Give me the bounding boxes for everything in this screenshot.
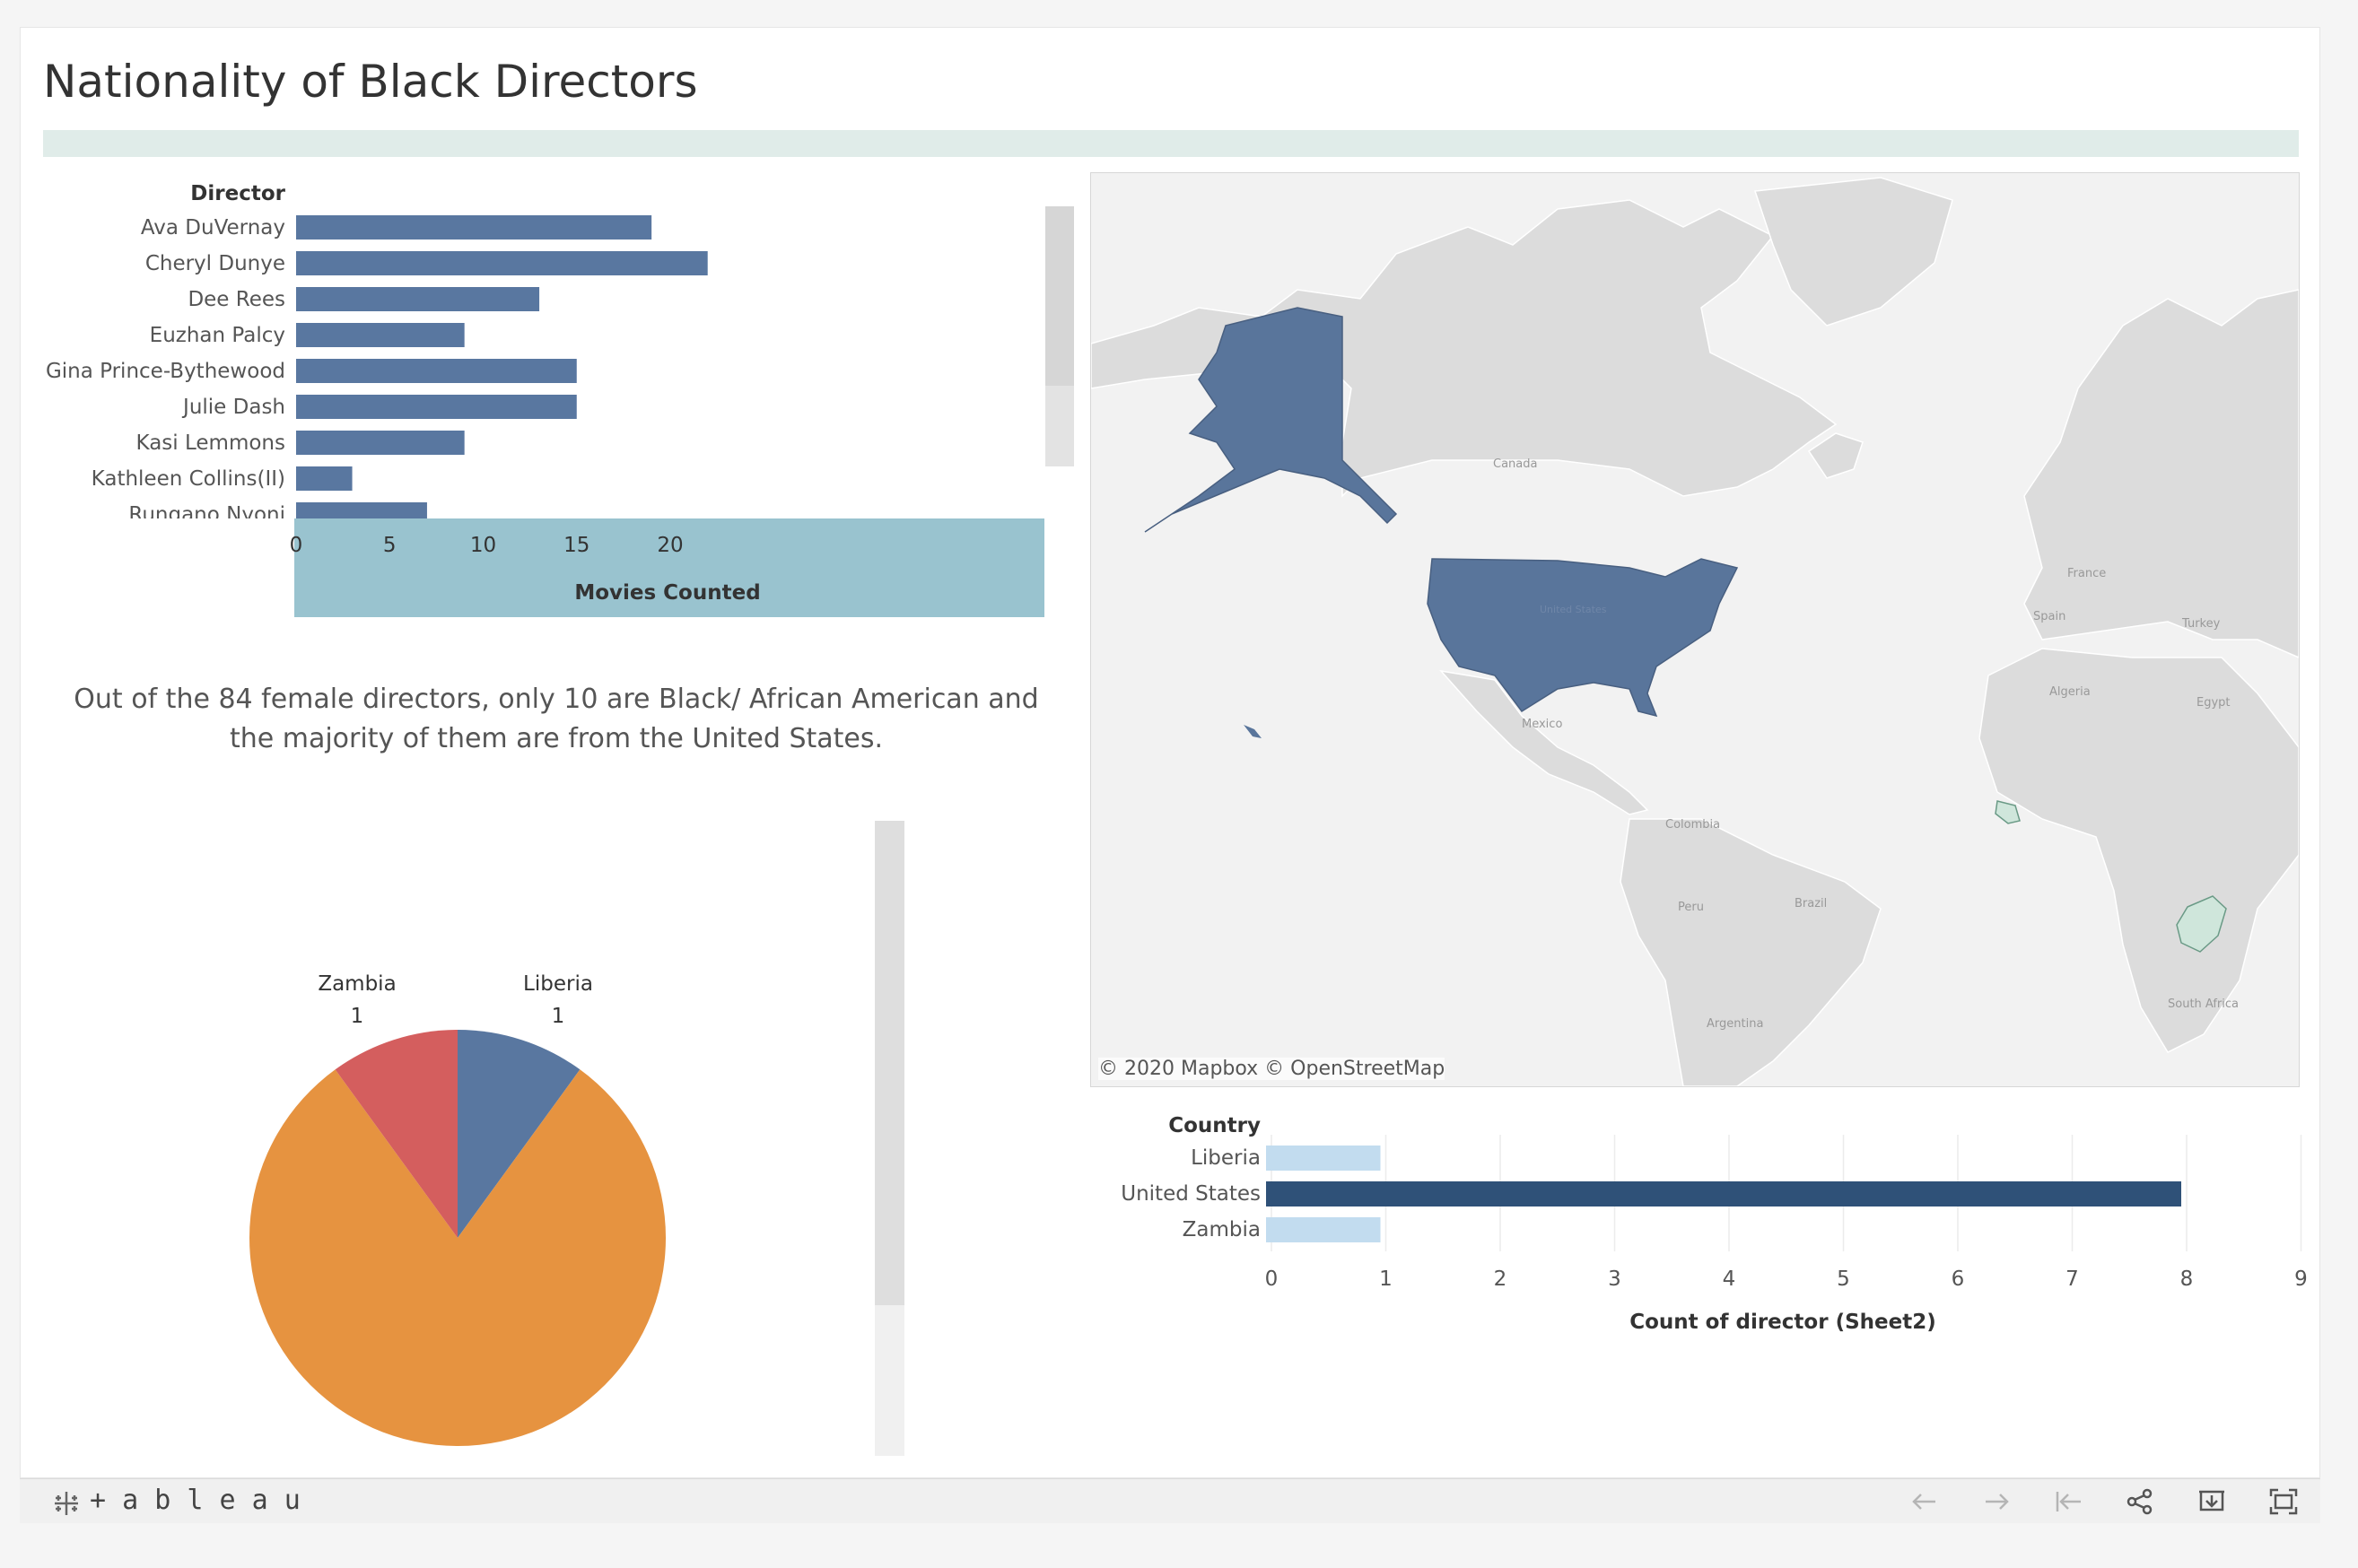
director-bar[interactable] <box>296 251 708 275</box>
country-label: Zambia <box>1183 1218 1261 1241</box>
count-tick-label: 2 <box>1494 1267 1507 1291</box>
country-bar[interactable] <box>1266 1181 2181 1206</box>
x-tick-label: 5 <box>383 534 397 557</box>
director-bar[interactable] <box>296 215 652 240</box>
count-tick-label: 7 <box>2065 1267 2079 1291</box>
map-label-south-africa: South Africa <box>2168 997 2239 1011</box>
map-label-egypt: Egypt <box>2196 696 2231 710</box>
pie-value-zambia: 1 <box>351 1005 364 1028</box>
map-label-colombia: Colombia <box>1665 818 1720 832</box>
x-axis-title: Movies Counted <box>574 581 760 605</box>
share-icon[interactable] <box>2124 1486 2156 1517</box>
x-tick-label: 10 <box>470 534 496 557</box>
count-tick-label: 6 <box>1952 1267 1965 1291</box>
landmass-europe <box>2023 289 2299 658</box>
count-tick-label: 9 <box>2294 1267 2308 1291</box>
country-bar[interactable] <box>1266 1217 1381 1242</box>
director-label: Cheryl Dunye <box>145 252 285 275</box>
revert-icon[interactable] <box>2052 1486 2084 1517</box>
tableau-logo-icon[interactable] <box>52 1490 81 1517</box>
country-bar-chart: Country Liberia United States Zambia 0 1 2 3 4… <box>1121 1114 2308 1334</box>
landmass-iceland <box>1807 432 1864 479</box>
x-tick-label: 15 <box>563 534 590 557</box>
count-tick-label: 0 <box>1265 1267 1279 1291</box>
director-bar[interactable] <box>296 502 427 518</box>
director-label: Gina Prince-Bythewood <box>46 360 285 383</box>
region-united-states[interactable] <box>1427 558 1739 718</box>
pie-label-liberia: Liberia <box>523 972 593 996</box>
map-label-canada: Canada <box>1493 457 1537 471</box>
map-label-algeria: Algeria <box>2049 685 2091 699</box>
director-bar[interactable] <box>296 323 465 347</box>
map-label-argentina: Argentina <box>1707 1017 1763 1031</box>
y-axis-title: Director <box>190 182 285 205</box>
landmass-greenland <box>1753 177 1953 327</box>
world-map[interactable]: Canada United States Mexico Colombia Per… <box>1090 172 2300 1087</box>
x-axis-panel <box>294 518 1044 617</box>
pie-slice-liberia[interactable] <box>458 1030 581 1238</box>
director-bar[interactable] <box>296 431 465 455</box>
country-label: United States <box>1121 1182 1261 1206</box>
director-label: Ava DuVernay <box>141 216 285 240</box>
count-axis-title: Count of director (Sheet2) <box>1629 1311 1935 1334</box>
map-label-mexico: Mexico <box>1522 718 1562 731</box>
tableau-logo-text[interactable]: + a b l e a u <box>90 1485 301 1516</box>
director-label: Dee Rees <box>188 288 285 311</box>
redo-icon[interactable] <box>1980 1486 2013 1517</box>
count-tick-label: 8 <box>2180 1267 2194 1291</box>
pie-scrollbar-thumb[interactable] <box>875 821 904 1305</box>
map-label-brazil: Brazil <box>1795 897 1827 910</box>
count-tick-label: 4 <box>1723 1267 1736 1291</box>
fullscreen-icon[interactable] <box>2267 1486 2300 1517</box>
region-hawaii <box>1244 725 1262 738</box>
pie-slice-united-states[interactable] <box>249 1069 666 1446</box>
count-tick-label: 3 <box>1608 1267 1621 1291</box>
region-zambia[interactable] <box>2176 895 2227 953</box>
pie-label-zambia: Zambia <box>318 972 396 996</box>
map-attribution[interactable]: © 2020 Mapbox © OpenStreetMap <box>1098 1058 1445 1080</box>
director-bar-chart: Director Ava DuVernay Cheryl Dunye Dee Ree… <box>46 182 1074 617</box>
landmass-africa <box>1978 648 2299 1053</box>
landmass-south-america <box>1620 818 1882 1086</box>
landmass-mexico <box>1439 669 1649 815</box>
country-bar[interactable] <box>1266 1146 1381 1171</box>
x-tick-label: 0 <box>290 534 303 557</box>
director-bar[interactable] <box>296 287 540 311</box>
director-label: Kasi Lemmons <box>136 431 285 455</box>
count-tick-label: 1 <box>1379 1267 1393 1291</box>
map-label-spain: Spain <box>2033 610 2065 623</box>
download-icon[interactable] <box>2196 1486 2228 1517</box>
x-tick-label: 20 <box>657 534 683 557</box>
country-label: Liberia <box>1191 1146 1261 1170</box>
map-label-peru: Peru <box>1678 901 1704 914</box>
map-label-france: France <box>2067 567 2106 580</box>
pie-slice-zambia[interactable] <box>335 1030 458 1238</box>
director-label: Julie Dash <box>181 396 285 419</box>
title-divider <box>43 130 2299 157</box>
region-alaska[interactable] <box>1144 307 1398 533</box>
director-label: Rungano Nyoni <box>128 503 285 527</box>
country-pie-chart: Zambia 1 Liberia 1 <box>249 972 666 1446</box>
director-label: Kathleen Collins(II) <box>92 467 285 491</box>
country-axis-title: Country <box>1168 1114 1261 1137</box>
director-bar[interactable] <box>296 359 577 383</box>
landmass-canada <box>1091 199 1838 498</box>
map-label-turkey: Turkey <box>2181 617 2221 631</box>
count-tick-label: 5 <box>1837 1267 1850 1291</box>
director-bar[interactable] <box>296 395 577 419</box>
tableau-toolbar: + a b l e a u <box>20 1478 2320 1523</box>
director-bar[interactable] <box>296 466 353 491</box>
map-label-united-states: United States <box>1540 604 1607 615</box>
chart-scrollbar-thumb[interactable] <box>1045 206 1074 386</box>
caption-text: Out of the 84 female directors, only 10 … <box>74 684 1039 754</box>
pie-value-liberia: 1 <box>552 1005 565 1028</box>
dashboard-title: Nationality of Black Directors <box>43 56 698 108</box>
director-label: Euzhan Palcy <box>150 324 285 347</box>
undo-icon[interactable] <box>1908 1486 1941 1517</box>
region-liberia[interactable] <box>1995 800 2021 824</box>
